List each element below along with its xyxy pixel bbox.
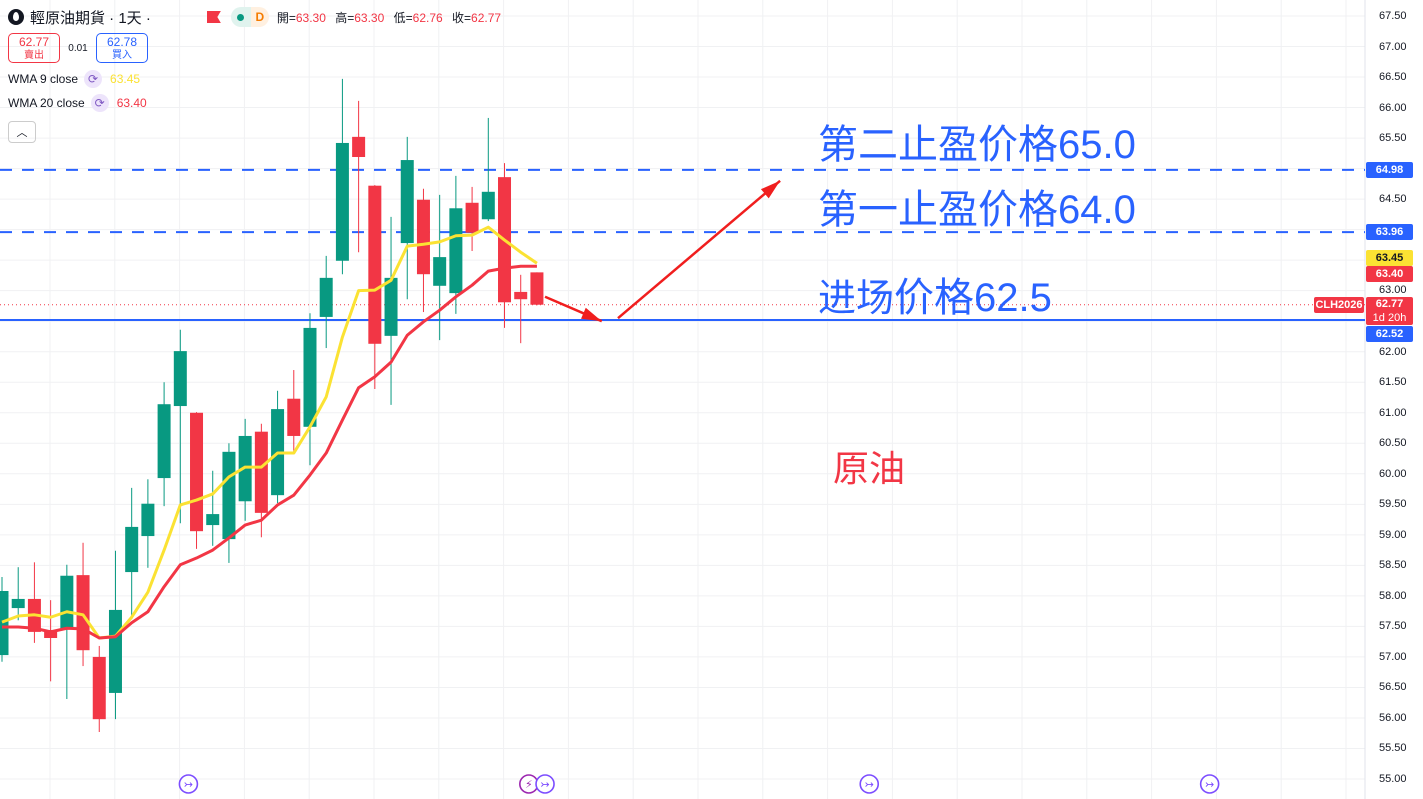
- price-tick-label: 58.50: [1379, 559, 1407, 572]
- indicator-wma20[interactable]: WMA 20 close ⟳ 63.40: [8, 94, 147, 112]
- market-status-badge[interactable]: D: [230, 7, 269, 27]
- price-tick-label: 65.50: [1379, 132, 1407, 145]
- ohlc-readout: 開=63.30 高=63.30 低=62.76 收=62.77: [276, 10, 502, 25]
- lightning-icon-glyph: ⚡: [525, 779, 533, 791]
- spread-value: 0.01: [68, 42, 88, 54]
- countdown-label: 1d 20h: [1372, 312, 1407, 324]
- price-tick-label: 64.50: [1379, 193, 1407, 206]
- annotation-entry[interactable]: 进场价格62.5: [818, 276, 1052, 320]
- sell-button[interactable]: 62.77 賣出: [8, 33, 60, 63]
- oil-drop-icon: [8, 9, 24, 25]
- price-tick-label: 63.00: [1379, 284, 1407, 296]
- candle-body[interactable]: [335, 142, 349, 261]
- price-tick-label: 59.50: [1379, 498, 1407, 511]
- candle-body[interactable]: [416, 199, 430, 275]
- candle-body[interactable]: [530, 272, 544, 305]
- line-price-badge: 64.98: [1366, 161, 1413, 178]
- candle-body[interactable]: [108, 609, 122, 693]
- refresh-icon[interactable]: ⟳: [90, 94, 109, 112]
- price-tick-label: 56.50: [1379, 681, 1407, 694]
- symbol-title[interactable]: 輕原油期貨 · 1天 ·: [30, 9, 151, 27]
- price-tick-label: 66.00: [1379, 101, 1407, 114]
- price-tick-label: 60.50: [1379, 437, 1407, 450]
- indicator-wma9[interactable]: WMA 9 close ⟳ 63.45: [8, 70, 141, 88]
- candle-body[interactable]: [254, 431, 268, 513]
- price-tick-label: 55.50: [1379, 742, 1407, 755]
- candle-body[interactable]: [352, 136, 366, 158]
- candle-body[interactable]: [481, 191, 495, 220]
- arrow-line[interactable]: [617, 179, 781, 320]
- dividend-arrow-icon-glyph: ↣: [1205, 779, 1214, 791]
- candle-body[interactable]: [368, 185, 382, 344]
- dividend-arrow-icon[interactable]: [178, 774, 199, 794]
- dividend-arrow-icon-glyph: ↣: [184, 779, 193, 791]
- price-tick-label: 67.00: [1379, 40, 1407, 53]
- candle-body[interactable]: [44, 630, 58, 638]
- annotation-tp1[interactable]: 第一止盈价格64.0: [818, 188, 1136, 232]
- refresh-icon[interactable]: ⟳: [84, 70, 103, 88]
- candle-body[interactable]: [433, 257, 447, 286]
- candle-body[interactable]: [157, 404, 171, 479]
- wma20-badge: 63.40: [1366, 266, 1413, 282]
- candle-body[interactable]: [303, 327, 317, 427]
- candle-body[interactable]: [400, 160, 414, 244]
- annotation-tp2[interactable]: 第二止盈价格65.0: [818, 123, 1136, 167]
- chart-legend: 輕原油期貨 · 1天 · D 開=63.30 高=63.30 低=62.76 收…: [8, 6, 507, 143]
- annotation-crude-oil[interactable]: 原油: [833, 448, 906, 489]
- candle-body[interactable]: [514, 291, 528, 300]
- candle-body[interactable]: [465, 202, 479, 233]
- candle-body[interactable]: [11, 598, 25, 609]
- candle-body[interactable]: [222, 451, 236, 540]
- price-tick-label: 60.00: [1379, 467, 1407, 480]
- price-tick-label: 57.50: [1379, 620, 1407, 633]
- collapse-legend-button[interactable]: ︿: [8, 121, 36, 143]
- line-price-badge: 62.52: [1366, 326, 1413, 342]
- dividend-arrow-icon[interactable]: [1199, 774, 1220, 794]
- market-open-dot-icon: [237, 13, 245, 21]
- price-tick-label: 58.00: [1379, 589, 1407, 602]
- candle-body[interactable]: [206, 514, 220, 526]
- wma9-badge: 63.45: [1366, 250, 1413, 266]
- dividend-arrow-icon-glyph: ↣: [540, 779, 549, 791]
- dividend-arrow-icon-glyph: ↣: [865, 779, 874, 791]
- chevron-up-icon: ︿: [16, 127, 28, 139]
- candle-body[interactable]: [384, 277, 398, 336]
- candle-body[interactable]: [319, 277, 333, 317]
- arrow-head-icon: [760, 180, 781, 199]
- last-price-label: 62.77: [1375, 298, 1404, 310]
- candle-body[interactable]: [173, 351, 187, 407]
- price-tick-label: 61.00: [1379, 406, 1407, 419]
- candle-body[interactable]: [287, 398, 301, 436]
- symbol-badge: CLH2026: [1314, 297, 1364, 313]
- candle-body[interactable]: [141, 503, 155, 537]
- price-tick-label: 56.00: [1379, 711, 1407, 724]
- buy-button[interactable]: 62.78 買入: [96, 33, 148, 63]
- price-tick-label: 55.00: [1379, 773, 1407, 785]
- dividend-arrow-icon[interactable]: [535, 774, 555, 794]
- price-tick-label: 66.50: [1379, 71, 1407, 84]
- line-price-badge: 63.96: [1366, 224, 1413, 241]
- price-tick-label: 59.00: [1379, 528, 1407, 541]
- candle-body[interactable]: [190, 412, 204, 532]
- last-price-badge: 62.77 1d 20h: [1366, 297, 1413, 325]
- candle-body[interactable]: [92, 656, 106, 720]
- price-tick-label: 67.50: [1379, 10, 1407, 22]
- flag-icon[interactable]: [206, 11, 221, 23]
- price-tick-label: 57.00: [1379, 650, 1407, 663]
- arrow-head-icon: [581, 307, 602, 322]
- candle-body[interactable]: [125, 526, 139, 573]
- wma9-line[interactable]: [1, 225, 538, 640]
- candle-body[interactable]: [0, 590, 9, 656]
- dividend-arrow-icon[interactable]: [859, 774, 880, 794]
- candle-body[interactable]: [60, 575, 74, 629]
- candle-body[interactable]: [449, 208, 463, 294]
- price-tick-label: 61.50: [1379, 376, 1407, 389]
- wma20-line[interactable]: [2, 264, 537, 640]
- price-tick-label: 62.00: [1379, 345, 1407, 358]
